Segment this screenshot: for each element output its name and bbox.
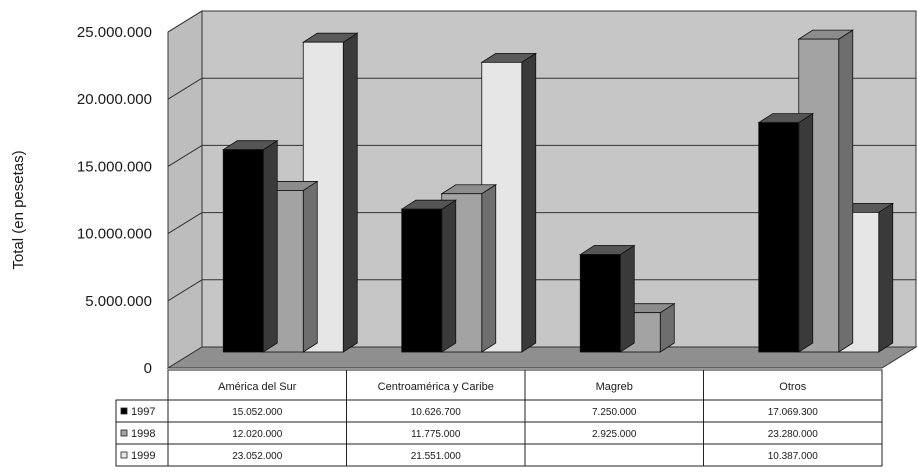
- gridline-side: [167, 10, 203, 33]
- y-tick-label: 5.000.000: [85, 293, 152, 310]
- category-label: Magreb: [596, 381, 633, 393]
- category-label: Otros: [779, 381, 806, 393]
- gridline-side: [167, 144, 203, 167]
- data-label: 2.925.000: [592, 429, 637, 440]
- side-wall: [167, 10, 203, 369]
- bar: [758, 122, 800, 353]
- y-tick-label: 0: [144, 360, 152, 377]
- bar-side: [619, 244, 635, 353]
- data-label: 10.626.700: [411, 407, 461, 418]
- bar: [401, 208, 443, 353]
- y-axis: 0 5.000.000 10.000.000 15.000.000 20.000.000…: [77, 24, 152, 377]
- data-label: 23.280.000: [768, 429, 818, 440]
- data-label: 12.020.000: [232, 429, 282, 440]
- gridline-side: [167, 212, 203, 235]
- bar-side: [262, 139, 278, 353]
- y-tick-label: 20.000.000: [77, 91, 152, 108]
- category-label: Centroamérica y Caribe: [378, 381, 494, 393]
- data-label: 15.052.000: [232, 407, 282, 418]
- bar-side: [302, 180, 318, 353]
- bar-side: [441, 199, 457, 353]
- gridline-side: [167, 77, 203, 100]
- bar-side: [342, 32, 358, 353]
- legend-swatch: [120, 407, 128, 415]
- floor-surface: [166, 346, 918, 369]
- gridline-side: [167, 279, 203, 302]
- legend-swatch: [120, 429, 128, 437]
- bar-side: [521, 52, 537, 353]
- bar: [579, 254, 621, 353]
- bar-side: [878, 202, 894, 353]
- data-label: 23.052.000: [232, 451, 282, 462]
- data-label: 17.069.300: [768, 407, 818, 418]
- y-tick-label: 15.000.000: [77, 158, 152, 175]
- y-axis-label: Total (en pesetas): [10, 150, 27, 269]
- bar: [222, 149, 264, 353]
- legend-entry: 1998: [131, 428, 155, 440]
- data-table: América del Sur Centroamérica y Caribe Mag…: [115, 369, 883, 467]
- bar-side: [838, 29, 854, 353]
- data-label: 21.551.000: [411, 451, 461, 462]
- plot-backdrop: [167, 10, 917, 369]
- data-label: 11.775.000: [411, 429, 461, 440]
- y-tick-label: 25.000.000: [77, 24, 152, 41]
- plot-floor: [166, 346, 918, 369]
- legend-entry: 1999: [131, 450, 155, 462]
- legend-entry: 1997: [131, 406, 155, 418]
- data-label: 10.387.000: [768, 451, 818, 462]
- y-tick-label: 10.000.000: [77, 226, 152, 243]
- bars: [221, 29, 895, 353]
- bar-side: [481, 184, 497, 353]
- legend-swatch: [120, 451, 128, 459]
- bar-side: [798, 112, 814, 353]
- data-label: 7.250.000: [592, 407, 637, 418]
- category-label: América del Sur: [218, 381, 297, 393]
